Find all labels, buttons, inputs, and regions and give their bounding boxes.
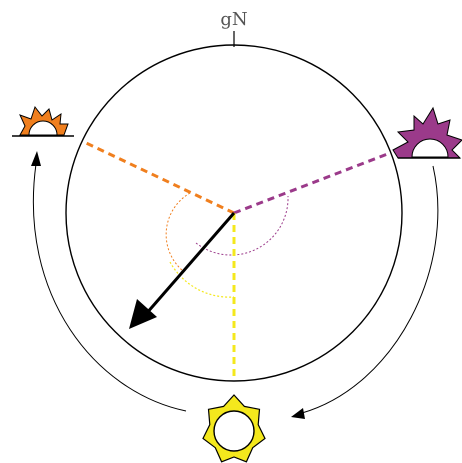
north-label: gN [220,9,247,30]
sunset-azimuth-line [233,151,391,215]
sun-icon [202,394,266,463]
right-travel-arc [301,165,439,414]
left-travel-arc [32,163,187,412]
rising-sun-icon [12,105,74,137]
noon-angle-arc [169,261,235,298]
sunrise-azimuth-line [83,140,235,215]
direction-arrowhead [129,299,157,329]
sunrise-angle-arc [165,192,191,272]
compass-circle [65,44,403,382]
sunset-angle-arc [195,195,289,256]
setting-sun-icon [392,106,462,159]
right-travel-arrowhead [291,408,305,419]
left-travel-arrowhead [31,151,41,166]
direction-arrow-shaft [144,212,236,315]
